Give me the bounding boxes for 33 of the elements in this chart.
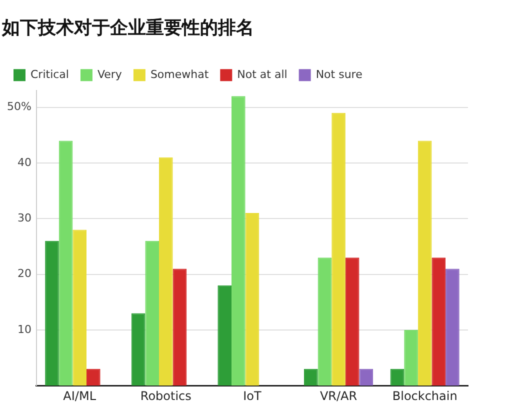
x-tick-label: VR/AR bbox=[320, 388, 358, 403]
bar bbox=[432, 258, 446, 386]
bar bbox=[446, 268, 460, 386]
bar bbox=[232, 96, 246, 386]
bar bbox=[418, 140, 432, 386]
x-tick-label: Robotics bbox=[140, 388, 192, 403]
bar bbox=[345, 258, 360, 386]
bar bbox=[131, 313, 146, 386]
legend-label: Very bbox=[97, 68, 122, 81]
bar bbox=[172, 268, 187, 386]
bar bbox=[245, 213, 260, 386]
bar bbox=[72, 230, 87, 386]
y-tick-label: 30 bbox=[17, 211, 32, 224]
legend-label: Not sure bbox=[316, 68, 363, 81]
bar bbox=[318, 258, 332, 386]
legend-label: Somewhat bbox=[150, 68, 210, 81]
x-tick-label: AI/ML bbox=[63, 388, 96, 403]
y-tick-label: 40 bbox=[17, 156, 32, 169]
bar bbox=[332, 112, 346, 386]
bar bbox=[404, 330, 418, 386]
y-tick-label: 20 bbox=[17, 267, 32, 280]
y-tick-label: 50% bbox=[6, 100, 32, 114]
bar bbox=[159, 157, 173, 386]
chart-title: 如下技术对于企业重要性的排名 bbox=[1, 17, 254, 38]
bar bbox=[45, 240, 59, 386]
legend-label: Not at all bbox=[237, 68, 288, 81]
legend-label: Critical bbox=[30, 68, 69, 81]
bar bbox=[145, 240, 160, 386]
y-tick-label: 10 bbox=[17, 322, 32, 336]
bar bbox=[218, 285, 232, 386]
x-tick-label: IoT bbox=[243, 388, 262, 403]
bar bbox=[58, 140, 73, 386]
x-tick-label: Blockchain bbox=[392, 388, 458, 403]
